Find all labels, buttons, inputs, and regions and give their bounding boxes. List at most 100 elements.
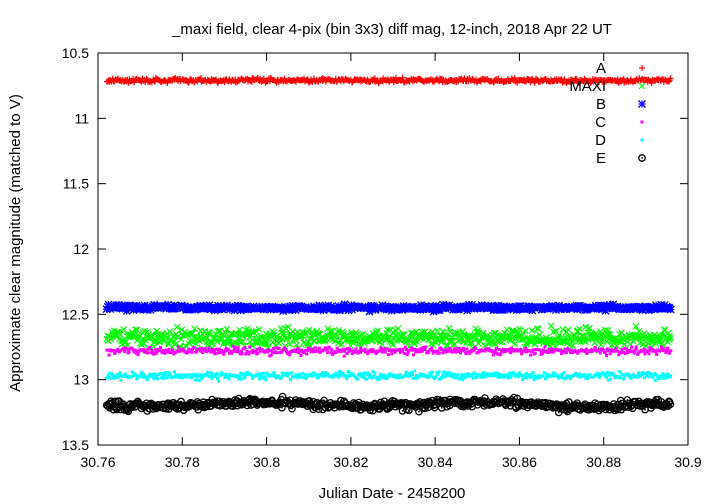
data-point xyxy=(274,376,278,380)
data-point xyxy=(464,375,468,379)
data-point xyxy=(563,377,567,381)
data-point xyxy=(184,373,188,377)
legend-item-maxi: MAXI xyxy=(569,78,646,95)
data-point xyxy=(203,348,207,352)
data-point xyxy=(195,372,199,376)
data-point xyxy=(196,375,200,379)
data-point xyxy=(410,372,414,376)
data-point-center xyxy=(110,400,113,403)
data-point xyxy=(369,350,373,354)
data-point xyxy=(394,325,402,333)
data-point xyxy=(486,374,490,378)
data-point xyxy=(250,374,254,378)
data-point xyxy=(465,347,469,351)
data-point xyxy=(275,351,279,355)
data-point xyxy=(259,305,268,314)
data-point xyxy=(305,352,309,356)
data-point xyxy=(282,346,286,350)
data-point xyxy=(155,375,159,379)
data-point xyxy=(226,375,230,379)
data-point xyxy=(134,351,138,355)
data-point xyxy=(164,300,173,309)
data-point xyxy=(134,373,138,377)
data-point-center xyxy=(631,407,634,410)
data-point xyxy=(651,375,655,379)
data-point xyxy=(509,375,513,379)
data-point xyxy=(430,332,438,340)
data-point xyxy=(111,349,115,353)
data-point xyxy=(326,372,330,376)
data-point xyxy=(120,325,128,333)
data-point xyxy=(112,376,116,380)
data-point xyxy=(647,352,651,356)
x-tick-label: 30.84 xyxy=(418,454,453,470)
data-point xyxy=(366,373,370,377)
data-point xyxy=(594,374,598,378)
data-point xyxy=(560,337,567,345)
data-point xyxy=(135,349,139,353)
data-point xyxy=(623,374,627,378)
data-point xyxy=(575,349,579,353)
data-point xyxy=(506,376,510,380)
data-point xyxy=(598,351,602,355)
data-point xyxy=(350,348,354,352)
data-point xyxy=(512,371,516,375)
data-point xyxy=(179,375,183,379)
data-point xyxy=(449,372,453,376)
data-point xyxy=(643,376,647,380)
data-point xyxy=(536,331,544,339)
data-point xyxy=(620,347,624,351)
data-point xyxy=(280,350,284,354)
data-point xyxy=(178,373,182,377)
data-point xyxy=(634,347,638,351)
data-point xyxy=(607,348,611,352)
data-point xyxy=(348,373,352,377)
data-point xyxy=(361,372,365,376)
data-point xyxy=(617,376,621,380)
data-point xyxy=(498,372,502,376)
y-tick-label: 11 xyxy=(74,110,89,126)
data-point xyxy=(497,347,501,351)
data-point xyxy=(581,374,585,378)
data-point xyxy=(299,354,303,358)
data-point-center xyxy=(644,408,646,411)
data-point xyxy=(163,351,167,355)
data-point xyxy=(607,373,611,377)
series-c xyxy=(105,344,673,358)
data-point xyxy=(355,377,359,381)
data-point xyxy=(191,325,198,333)
data-point xyxy=(669,374,673,378)
data-point xyxy=(338,372,342,376)
x-tick-label: 30.88 xyxy=(586,454,621,470)
data-point xyxy=(226,347,230,351)
data-point xyxy=(427,304,436,313)
data-point xyxy=(568,375,572,379)
data-point xyxy=(558,375,562,379)
data-point xyxy=(203,347,207,351)
data-point xyxy=(146,351,150,355)
data-point xyxy=(284,349,288,353)
data-point xyxy=(455,347,459,351)
data-point xyxy=(309,350,313,354)
data-point xyxy=(174,373,178,377)
data-point xyxy=(395,373,399,377)
data-point xyxy=(173,323,181,331)
data-point xyxy=(290,371,294,375)
data-point xyxy=(385,377,389,381)
legend-symbol-center xyxy=(641,157,643,159)
data-point xyxy=(159,376,163,380)
data-point xyxy=(492,302,501,311)
data-point xyxy=(220,349,224,353)
data-point xyxy=(494,372,498,376)
data-point xyxy=(122,307,131,316)
x-tick-label: 30.76 xyxy=(80,454,115,470)
data-point xyxy=(431,349,435,353)
data-point xyxy=(148,372,152,376)
x-tick-label: 30.9 xyxy=(674,454,701,470)
data-point xyxy=(493,374,497,378)
data-point xyxy=(295,374,299,378)
data-point xyxy=(537,373,541,377)
data-point xyxy=(546,373,550,377)
data-point xyxy=(463,372,467,376)
